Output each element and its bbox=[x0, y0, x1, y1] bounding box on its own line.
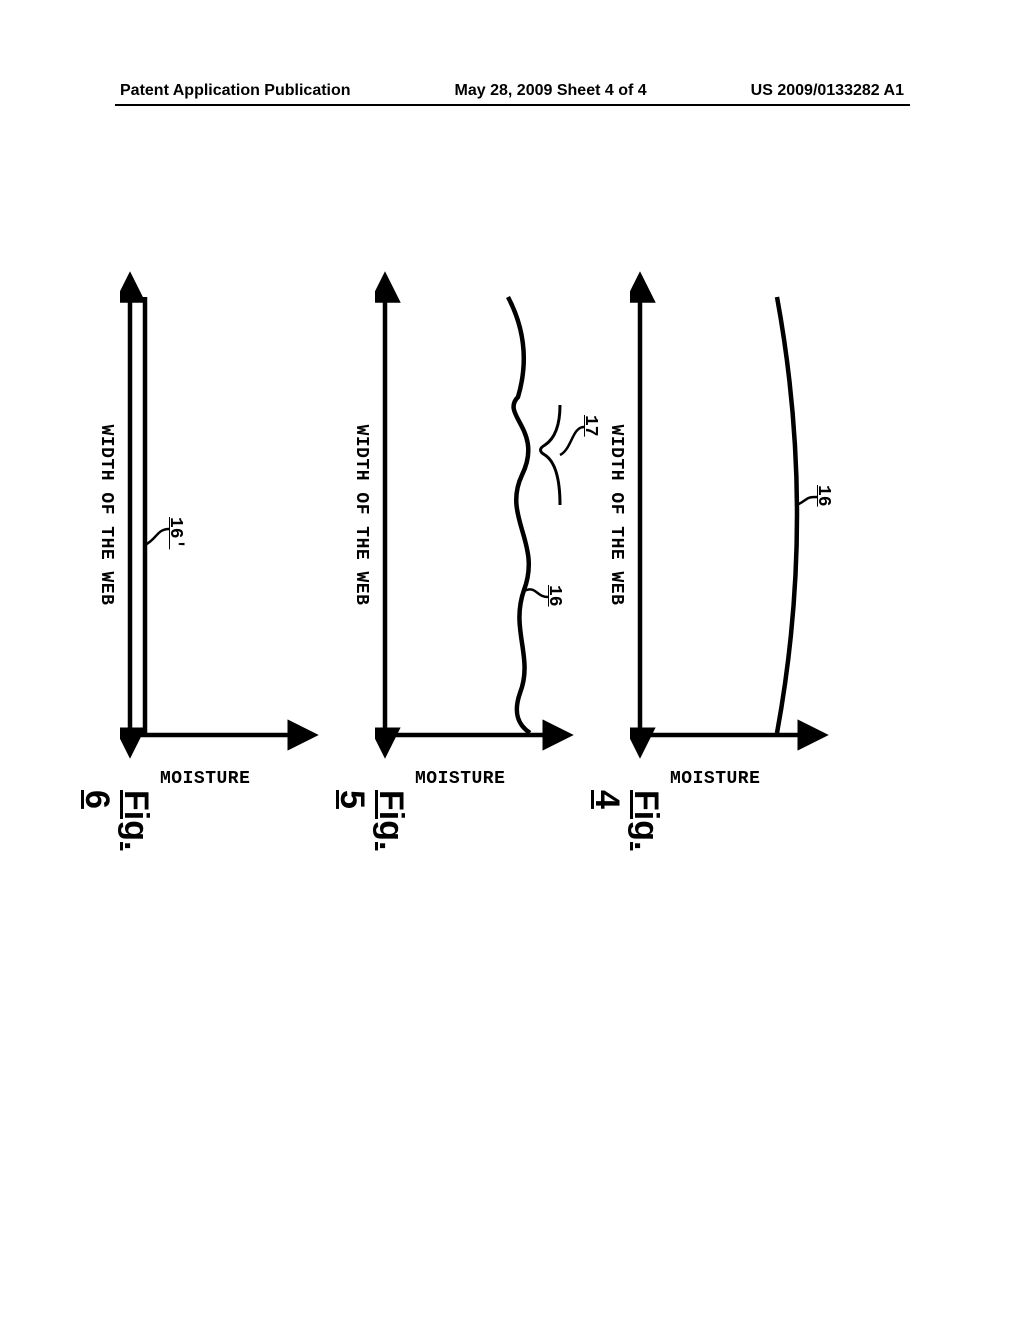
fig6-caption: Fig. 6 bbox=[77, 790, 155, 855]
fig4-caption: Fig. 4 bbox=[587, 790, 665, 855]
fig4-y-axis-label: MOISTURE bbox=[670, 769, 760, 789]
fig5-ref-17: 17 bbox=[580, 415, 600, 437]
fig6-y-axis-label: MOISTURE bbox=[160, 769, 250, 789]
fig5-block: WIDTH OF THE WEB MOISTURE Fig. 5 1716 bbox=[351, 245, 590, 855]
header-center: May 28, 2009 Sheet 4 of 4 bbox=[455, 82, 647, 100]
fig6-block: WIDTH OF THE WEB MOISTURE Fig. 6 16' bbox=[96, 245, 335, 855]
fig4-x-axis-label: WIDTH OF THE WEB bbox=[606, 295, 626, 735]
fig5-ref-16: 16 bbox=[544, 585, 564, 607]
fig4-ref-16: 16 bbox=[813, 485, 833, 507]
fig4-chart bbox=[630, 245, 845, 785]
fig5-x-axis-label: WIDTH OF THE WEB bbox=[351, 295, 371, 735]
fig5-y-axis-label: MOISTURE bbox=[415, 769, 505, 789]
fig4-block: WIDTH OF THE WEB MOISTURE Fig. 4 16 bbox=[606, 245, 845, 855]
fig6-chart bbox=[120, 245, 335, 785]
fig6-x-axis-label: WIDTH OF THE WEB bbox=[96, 295, 116, 735]
figures-region: WIDTH OF THE WEB MOISTURE Fig. 4 16 WIDT… bbox=[235, 245, 845, 1005]
fig6-ref-16prime: 16' bbox=[165, 517, 185, 549]
fig5-chart bbox=[375, 245, 590, 785]
header-right: US 2009/0133282 A1 bbox=[751, 82, 904, 100]
header-rule bbox=[115, 104, 910, 106]
page-header: Patent Application Publication May 28, 2… bbox=[0, 82, 1024, 100]
header-left: Patent Application Publication bbox=[120, 82, 351, 100]
fig5-caption: Fig. 5 bbox=[332, 790, 410, 855]
